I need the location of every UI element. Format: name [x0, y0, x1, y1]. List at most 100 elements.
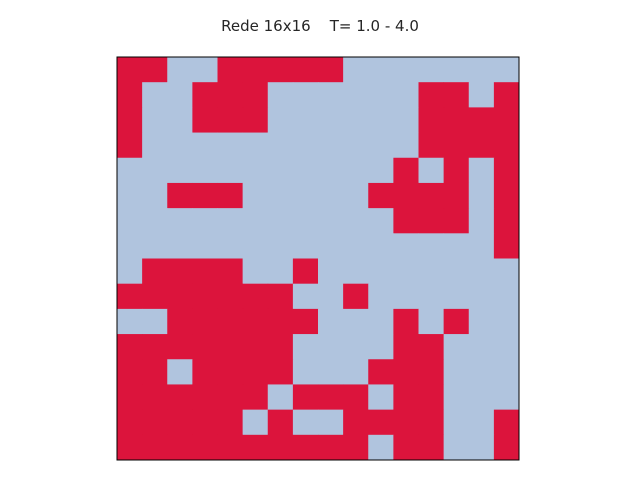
lattice-cell	[142, 233, 168, 259]
lattice-cell	[468, 82, 495, 108]
lattice-cell	[493, 132, 520, 159]
lattice-cell	[267, 182, 294, 209]
lattice-cell	[242, 359, 269, 385]
lattice-cell	[318, 258, 344, 285]
lattice-cell	[493, 233, 520, 259]
lattice-cell	[418, 132, 445, 159]
lattice-cell	[142, 384, 168, 411]
lattice-cell	[468, 409, 495, 436]
lattice-cell	[217, 82, 244, 108]
lattice-cell	[267, 434, 294, 461]
lattice-cell	[368, 157, 394, 184]
lattice-cell	[142, 107, 168, 133]
lattice-cell	[167, 384, 193, 411]
lattice-cell	[493, 434, 520, 461]
lattice-cell	[443, 208, 470, 234]
lattice-cell	[142, 409, 168, 436]
lattice-cell	[343, 409, 369, 436]
lattice-cell	[418, 208, 445, 234]
lattice-cell	[393, 258, 419, 285]
lattice-cell	[318, 132, 344, 159]
lattice-cell	[267, 107, 294, 133]
lattice-cell	[368, 132, 394, 159]
lattice-cell	[368, 334, 394, 360]
lattice-cell	[117, 409, 143, 436]
lattice-cell	[167, 283, 193, 310]
lattice-cell	[393, 434, 419, 461]
lattice-cell	[443, 308, 470, 335]
lattice-cell	[217, 182, 244, 209]
lattice-cell	[443, 132, 470, 159]
lattice-cell	[292, 132, 319, 159]
lattice-cell	[443, 384, 470, 411]
lattice-cell	[267, 384, 294, 411]
lattice-cell	[443, 409, 470, 436]
lattice-cell	[192, 182, 218, 209]
lattice-cell	[217, 384, 244, 411]
lattice-cell	[292, 308, 319, 335]
lattice-cell	[368, 359, 394, 385]
lattice-cell	[443, 157, 470, 184]
lattice-cell	[468, 132, 495, 159]
lattice-cell	[292, 283, 319, 310]
lattice-cell	[318, 384, 344, 411]
lattice-cell	[292, 434, 319, 461]
chart-title: Rede 16x16 T= 1.0 - 4.0	[221, 17, 419, 35]
lattice-cell	[418, 107, 445, 133]
lattice-cell	[368, 107, 394, 133]
lattice-cell	[142, 434, 168, 461]
lattice-cell	[242, 157, 269, 184]
lattice-cell	[242, 409, 269, 436]
lattice-cell	[443, 334, 470, 360]
lattice-cell	[318, 434, 344, 461]
lattice-cell	[142, 359, 168, 385]
lattice-cell	[192, 82, 218, 108]
lattice-cell	[493, 258, 520, 285]
lattice-cell	[167, 132, 193, 159]
lattice-cell	[468, 283, 495, 310]
lattice-cell	[117, 107, 143, 133]
lattice-cell	[393, 107, 419, 133]
lattice-cell	[192, 57, 218, 83]
lattice-cell	[343, 258, 369, 285]
lattice-cell	[418, 434, 445, 461]
lattice-cell	[418, 57, 445, 83]
lattice-cell	[217, 233, 244, 259]
lattice-cell	[192, 157, 218, 184]
lattice-cell	[493, 208, 520, 234]
lattice-cell	[418, 409, 445, 436]
lattice-cell	[242, 283, 269, 310]
lattice-cell	[292, 157, 319, 184]
lattice-cell	[493, 82, 520, 108]
lattice-cells	[117, 57, 520, 461]
lattice-cell	[242, 107, 269, 133]
lattice-cell	[393, 334, 419, 360]
lattice-cell	[192, 384, 218, 411]
lattice-cell	[393, 82, 419, 108]
lattice-cell	[267, 258, 294, 285]
lattice-cell	[418, 157, 445, 184]
lattice-cell	[493, 308, 520, 335]
lattice-cell	[167, 82, 193, 108]
lattice-cell	[393, 57, 419, 83]
lattice-cell	[393, 182, 419, 209]
lattice-cell	[393, 359, 419, 385]
lattice-cell	[468, 157, 495, 184]
lattice-cell	[493, 334, 520, 360]
lattice-cell	[242, 334, 269, 360]
lattice-cell	[267, 409, 294, 436]
lattice-cell	[343, 82, 369, 108]
lattice-cell	[167, 334, 193, 360]
lattice-cell	[217, 57, 244, 83]
lattice-cell	[443, 57, 470, 83]
lattice-cell	[192, 334, 218, 360]
lattice-cell	[192, 359, 218, 385]
lattice-cell	[167, 308, 193, 335]
lattice-cell	[493, 57, 520, 83]
lattice-cell	[167, 258, 193, 285]
lattice-cell	[267, 359, 294, 385]
lattice-cell	[217, 334, 244, 360]
lattice-cell	[267, 132, 294, 159]
lattice-cell	[267, 233, 294, 259]
